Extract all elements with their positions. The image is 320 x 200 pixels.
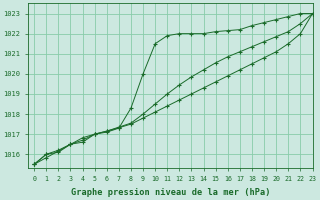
X-axis label: Graphe pression niveau de la mer (hPa): Graphe pression niveau de la mer (hPa) (71, 188, 270, 197)
